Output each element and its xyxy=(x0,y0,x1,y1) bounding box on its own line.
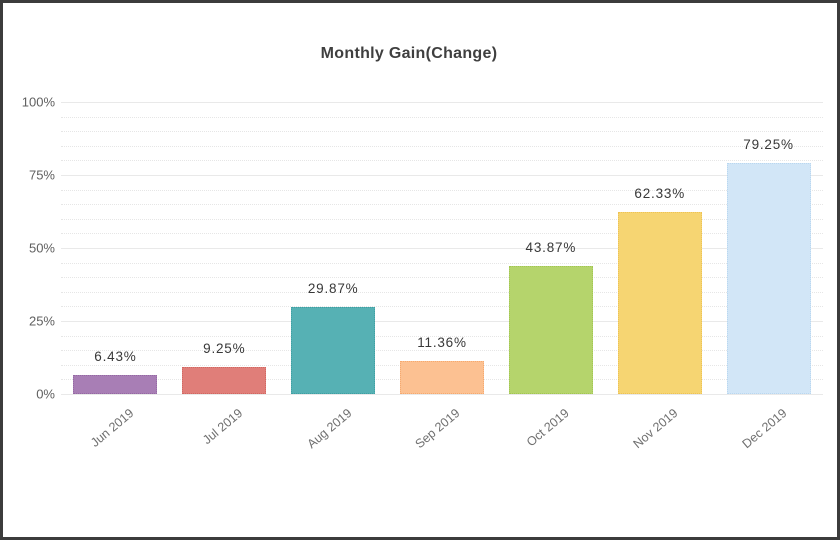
gridline-minor xyxy=(61,306,823,308)
y-axis: 0% 25% 50% 75% 100% xyxy=(3,95,55,402)
x-axis-tick-label-jun-2019: Jun 2019 xyxy=(88,406,137,450)
bar-value-label-oct-2019: 43.87% xyxy=(525,239,577,255)
gridline-minor xyxy=(61,116,823,118)
bar-value-label-jul-2019: 9.25% xyxy=(203,340,246,356)
gridline-minor xyxy=(61,335,823,337)
bar-jul-2019[interactable] xyxy=(182,367,267,394)
gridline-major xyxy=(61,248,823,249)
x-axis-tick-label-dec-2019: Dec 2019 xyxy=(739,406,790,452)
y-axis-tick-label: 100% xyxy=(21,94,55,110)
gridline-minor xyxy=(61,204,823,206)
bar-jun-2019[interactable] xyxy=(73,375,158,394)
gridline-minor xyxy=(61,262,823,264)
bar-dec-2019[interactable] xyxy=(726,162,811,394)
gridline-minor xyxy=(61,131,823,133)
bar-aug-2019[interactable] xyxy=(291,306,376,394)
gridline-minor xyxy=(61,218,823,220)
y-axis-tick-label: 0% xyxy=(36,386,55,402)
gridline-minor xyxy=(61,233,823,235)
gridline-minor xyxy=(61,350,823,352)
chart-title: Monthly Gain(Change) xyxy=(320,45,498,62)
y-axis-tick-label: 75% xyxy=(28,167,55,183)
gridline-minor xyxy=(61,145,823,147)
bar-nov-2019[interactable] xyxy=(617,212,702,394)
bar-sep-2019[interactable] xyxy=(400,360,484,394)
x-axis-tick-label-aug-2019: Aug 2019 xyxy=(304,406,355,452)
bar-value-label-aug-2019: 29.87% xyxy=(307,280,359,296)
gridline-minor xyxy=(61,189,823,191)
gridline-major xyxy=(61,321,823,322)
bar-value-label-nov-2019: 62.33% xyxy=(634,185,685,201)
x-axis-tick-label-nov-2019: Nov 2019 xyxy=(630,406,681,452)
gridline-minor xyxy=(61,160,823,162)
y-axis-tick-label: 25% xyxy=(28,313,55,329)
x-axis-tick-label-jul-2019: Jul 2019 xyxy=(200,406,246,448)
gridline-major xyxy=(61,394,823,395)
gridline-minor xyxy=(61,277,823,279)
gridline-major xyxy=(61,175,823,176)
x-axis-tick-label-sep-2019: Sep 2019 xyxy=(412,406,463,452)
y-axis-tick-label: 50% xyxy=(28,240,55,256)
plot-area: 6.43% 9.25% 29.87% 11.36% 43.87% 62.33% 79.25% xyxy=(61,102,823,395)
gridline-major xyxy=(61,102,823,103)
bar-value-label-dec-2019: 79.25% xyxy=(743,136,794,152)
bar-oct-2019[interactable] xyxy=(508,265,593,394)
x-axis-tick-label-oct-2019: Oct 2019 xyxy=(523,406,572,450)
bar-value-label-jun-2019: 6.43% xyxy=(94,349,137,365)
bar-value-label-sep-2019: 11.36% xyxy=(417,334,467,350)
x-axis: Jun 2019 Jul 2019 Aug 2019 Sep 2019 Oct 2019… xyxy=(61,394,823,484)
gridline-minor xyxy=(61,291,823,293)
